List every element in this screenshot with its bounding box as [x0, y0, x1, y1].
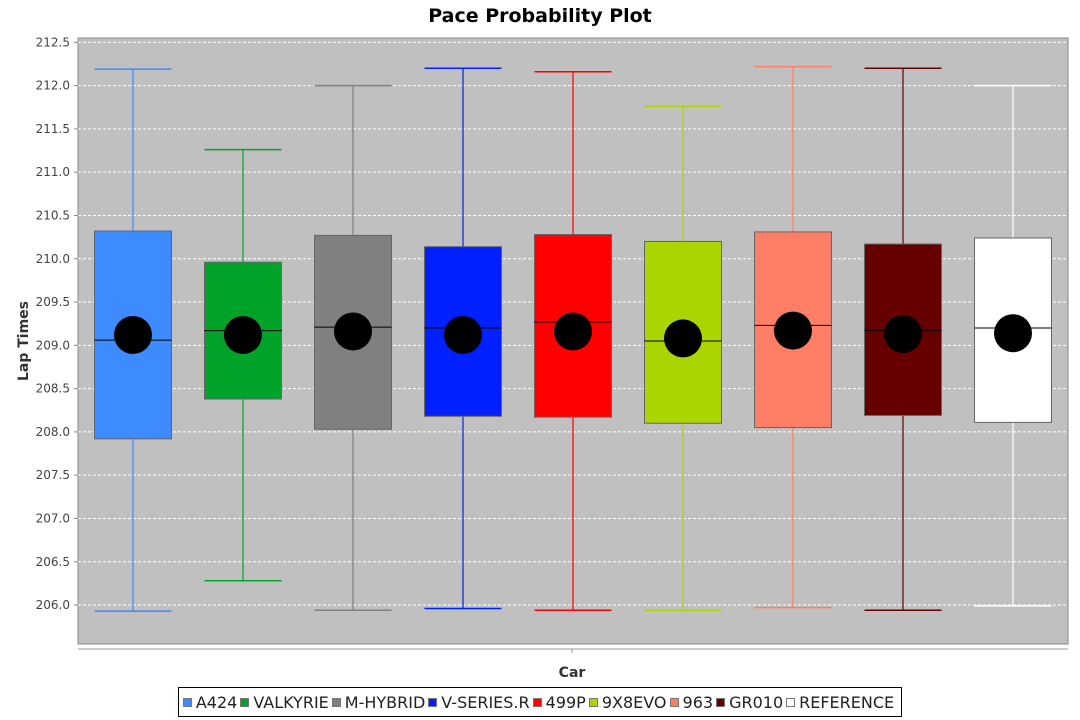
box-gr010	[864, 67, 942, 611]
legend-item: REFERENCE	[786, 693, 894, 712]
mean-marker	[994, 314, 1032, 353]
y-tick-label: 208.5	[36, 382, 70, 396]
legend-swatch	[182, 697, 192, 707]
y-tick-label: 210.0	[36, 252, 70, 266]
mean-marker	[334, 312, 372, 351]
y-tick-label: 206.5	[36, 555, 70, 569]
mean-marker	[114, 315, 152, 354]
legend-label: VALKYRIE	[253, 692, 329, 712]
y-tick-label: 212.0	[36, 79, 70, 93]
mean-marker	[224, 315, 262, 354]
x-axis-label: Car	[559, 665, 586, 681]
legend-label: M-HYBRID	[344, 692, 426, 712]
y-axis-label: Lap Times	[16, 301, 32, 381]
mean-marker	[444, 315, 482, 354]
y-tick-label: 208.0	[36, 425, 70, 439]
legend-item: 963	[669, 692, 714, 712]
legend-label: REFERENCE	[799, 692, 895, 712]
box-963	[754, 65, 832, 609]
box-reference	[974, 84, 1052, 607]
legend-label: A424	[195, 692, 238, 712]
box-valkyrie	[204, 148, 282, 582]
legend: A424 VALKYRIE M-HYBRID V-SERIES.R 499P 9X8EVO…	[178, 687, 902, 717]
legend-label: 9X8EVO	[601, 692, 667, 712]
box-9x8evo	[644, 105, 722, 611]
legend-swatch	[240, 697, 250, 707]
legend-item: 9X8EVO	[588, 692, 667, 712]
legend-label: 499P	[545, 692, 586, 712]
legend-item: 499P	[532, 692, 586, 712]
mean-marker	[884, 315, 922, 354]
legend-item: V-SERIES.R	[428, 692, 530, 712]
y-tick-label: 211.5	[36, 122, 70, 136]
legend-label: V-SERIES.R	[441, 692, 530, 712]
legend-swatch	[331, 697, 341, 707]
legend-item: VALKYRIE	[240, 692, 329, 712]
legend-label: GR010	[729, 692, 784, 712]
box-m-hybrid	[314, 84, 392, 611]
chart-title: Pace Probability Plot	[428, 5, 652, 27]
legend-swatch	[716, 697, 726, 707]
legend-swatch	[532, 697, 542, 707]
legend-swatch	[588, 697, 598, 707]
y-tick-label: 209.0	[36, 338, 70, 352]
mean-marker	[774, 311, 812, 350]
legend-swatch	[786, 697, 796, 707]
y-tick-label: 210.5	[36, 208, 70, 222]
legend-swatch	[428, 697, 438, 707]
y-axis-ticks: 206.0 206.5 207.0 207.5 208.0 208.5 209.0 209.5…	[36, 35, 78, 612]
legend-item: GR010	[716, 693, 783, 712]
legend-label: 963	[682, 692, 714, 712]
legend-swatch	[669, 697, 679, 707]
y-tick-label: 212.5	[36, 35, 70, 49]
box-a424	[94, 68, 172, 612]
legend-item: A424	[182, 692, 238, 712]
y-tick-label: 206.0	[36, 598, 70, 612]
y-tick-label: 209.5	[36, 295, 70, 309]
mean-marker	[664, 319, 702, 358]
legend-item: M-HYBRID	[331, 692, 426, 712]
mean-marker	[554, 312, 592, 351]
y-tick-label: 207.0	[36, 511, 70, 525]
box-499p	[534, 71, 612, 611]
y-tick-label: 207.5	[36, 468, 70, 482]
y-tick-label: 211.0	[36, 165, 70, 179]
boxes	[94, 65, 1052, 612]
box-v-series.r	[424, 67, 502, 610]
